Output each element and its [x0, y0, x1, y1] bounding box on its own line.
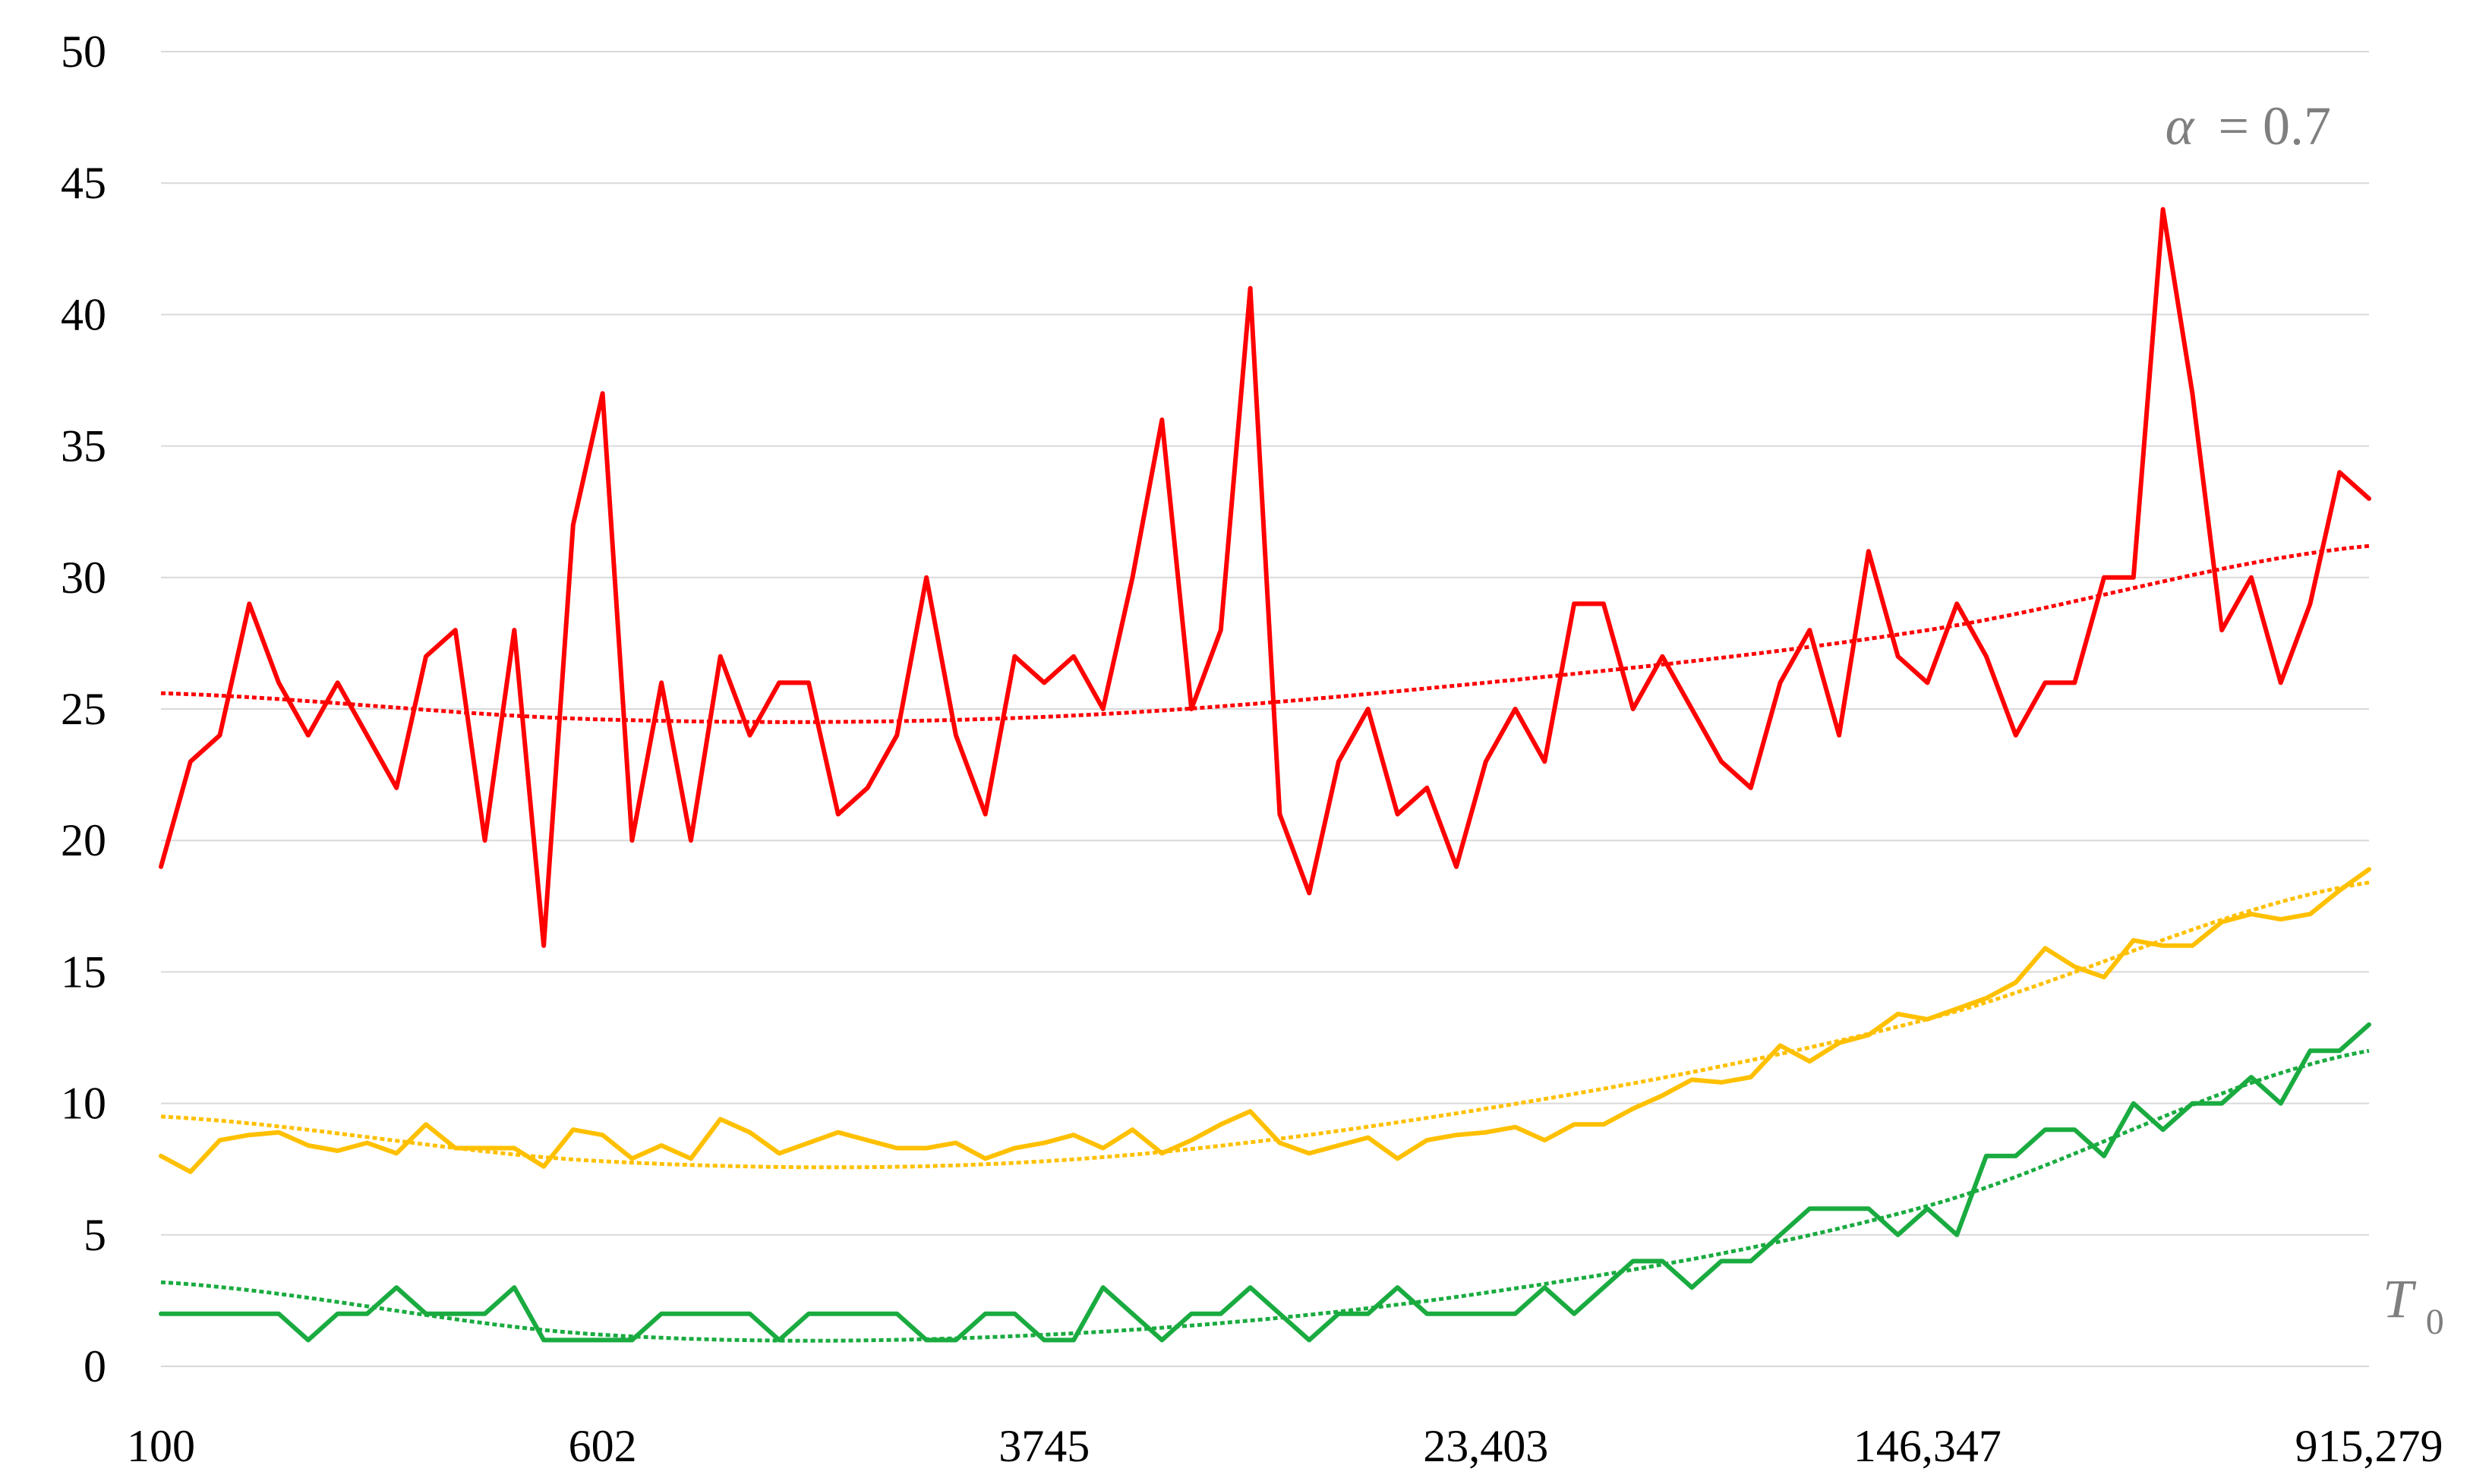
alpha-annotation: α = 0.7	[2166, 96, 2331, 156]
trend-lines	[160, 544, 2370, 1343]
y-tick-label: 35	[61, 421, 106, 471]
trend-line-1	[160, 544, 2370, 724]
series-line-1	[159, 206, 2371, 948]
y-tick-label: 0	[84, 1341, 106, 1391]
t-symbol: T	[2383, 1268, 2417, 1329]
x-tick-label: 146,347	[1853, 1421, 2002, 1471]
series-lines	[159, 206, 2371, 1343]
y-tick-label: 15	[61, 947, 106, 997]
x-axis-tick-labels: 100 602 3745 23,403 146,347 915,279	[127, 1421, 2443, 1471]
x-tick-label: 602	[569, 1421, 637, 1471]
series-line-2	[159, 867, 2371, 1174]
series-line-3	[159, 1022, 2371, 1343]
y-tick-label: 40	[61, 289, 106, 339]
x-tick-label: 23,403	[1423, 1421, 1548, 1471]
t0-annotation: T 0	[2383, 1268, 2444, 1342]
y-tick-label: 10	[61, 1079, 106, 1129]
t-subscript: 0	[2426, 1302, 2444, 1342]
x-tick-label: 3745	[998, 1421, 1090, 1471]
gridlines	[161, 51, 2369, 1367]
alpha-symbol: α	[2166, 96, 2195, 156]
trend-line-3	[160, 1048, 2370, 1343]
y-tick-label: 5	[84, 1210, 106, 1260]
y-tick-label: 50	[61, 27, 106, 77]
y-tick-label: 25	[61, 684, 106, 734]
y-tick-label: 45	[61, 158, 106, 208]
x-tick-label: 915,279	[2295, 1421, 2443, 1471]
y-axis-tick-labels: 0 5 10 15 20 25 30 35 40 45 50	[61, 27, 106, 1391]
alpha-value: = 0.7	[2218, 96, 2331, 156]
x-tick-label: 100	[127, 1421, 195, 1471]
y-tick-label: 30	[61, 553, 106, 603]
y-tick-label: 20	[61, 815, 106, 865]
